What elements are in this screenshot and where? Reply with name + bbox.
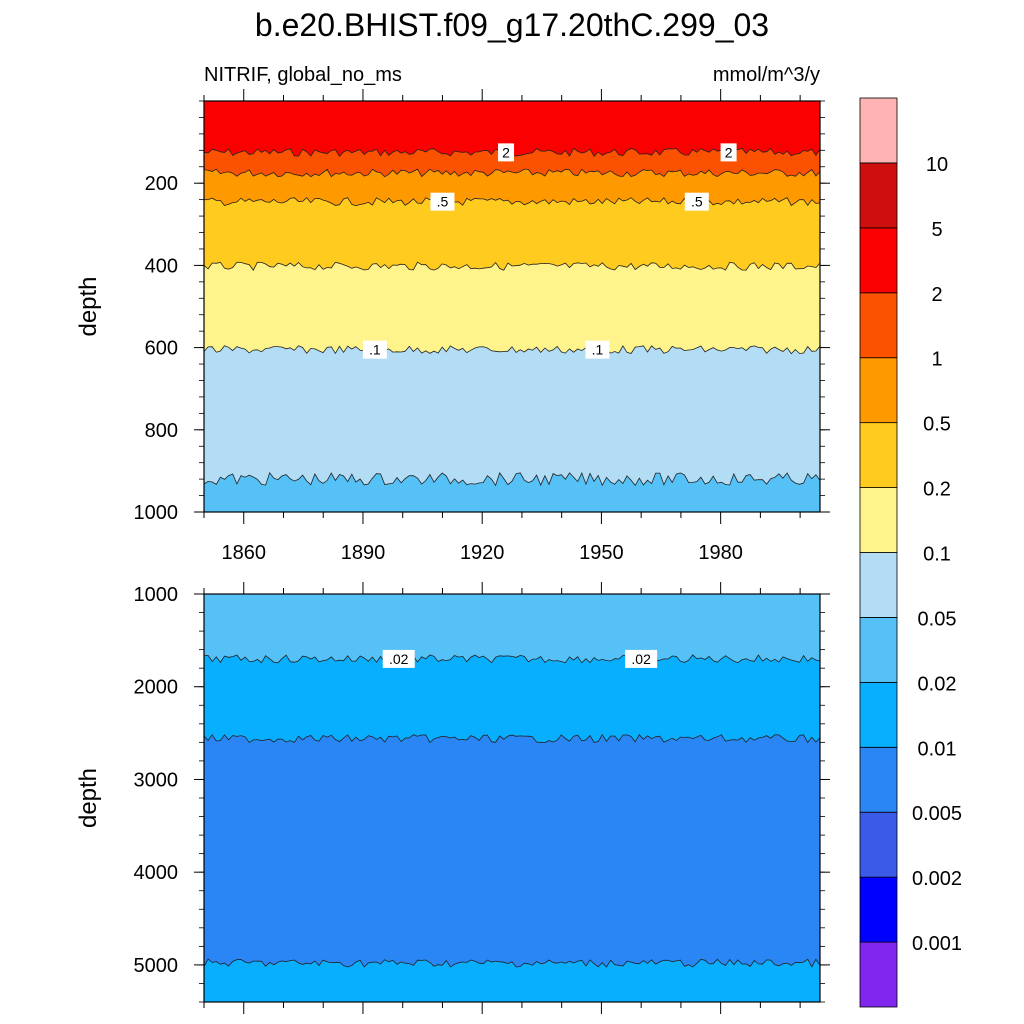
colorbar-swatch-5 [859, 617, 898, 683]
upper-plot-frame [203, 100, 821, 513]
upper-ytick-label-2: 600 [145, 338, 178, 360]
chart-title: b.e20.BHIST.f09_g17.20thC.299_03 [255, 7, 769, 43]
lower-contour-fills [204, 594, 820, 1002]
upper-xtick-label-1: 1890 [341, 542, 386, 564]
upper-band-5 [204, 472, 820, 512]
colorbar-label-12: 10 [926, 154, 948, 176]
lower-contour-label-box-0 [382, 649, 415, 668]
upper-contour-line-5 [204, 471, 820, 487]
chart-subtitle-units: mmol/m^3/y [713, 64, 820, 86]
colorbar-swatch-3 [859, 746, 898, 813]
upper-band-4 [204, 345, 820, 512]
lower-ytick-label-3: 4000 [134, 862, 179, 884]
upper-ytick-label-0: 200 [145, 173, 178, 195]
colorbar-swatch-8 [859, 422, 898, 488]
upper-y-axis-label: depth [75, 276, 102, 336]
colorbar-label-4: 0.02 [918, 673, 957, 695]
lower-band-1 [204, 734, 820, 1002]
lower-depth-panel: .02 .02 1000 2000 3000 4000 5000 depth [75, 582, 830, 1014]
colorbar-swatch-4 [859, 681, 898, 748]
upper-depth-panel: 2 2 .5 .5 .1 .1 200 400 600 800 1000 depth 1860 1890 1… [75, 89, 830, 564]
lower-ytick-label-0: 1000 [134, 584, 179, 606]
lower-ytick-label-4: 5000 [134, 955, 179, 977]
upper-contour-label-box-3 [684, 192, 709, 211]
colorbar: 0.001 0.002 0.005 0.01 0.02 0.05 0.1 0.2 0.5 1 2 5 1… [859, 97, 962, 1008]
upper-contour-label-4: .1 [369, 342, 381, 358]
lower-band-2 [204, 959, 820, 1002]
lower-contour-line-0 [204, 654, 820, 664]
upper-contour-line-1 [204, 168, 820, 178]
colorbar-swatch-11 [859, 227, 898, 294]
lower-contour-line-1 [204, 733, 820, 744]
upper-ytick-label-4: 1000 [134, 502, 179, 524]
upper-ytick-label-1: 400 [145, 255, 178, 277]
colorbar-label-7: 0.2 [923, 479, 951, 501]
upper-contour-label-0: 2 [502, 144, 510, 160]
colorbar-swatch-6 [859, 552, 898, 618]
colorbar-label-5: 0.05 [918, 608, 957, 630]
colorbar-label-8: 0.5 [923, 414, 951, 436]
upper-xtick-label-3: 1950 [579, 542, 624, 564]
lower-ytick-label-1: 2000 [134, 677, 179, 699]
upper-xtick-label-0: 1860 [221, 542, 266, 564]
upper-contour-label-5: .1 [592, 342, 604, 358]
chart-subtitle-variable: NITRIF, global_no_ms [204, 64, 402, 86]
lower-contour-label-box-1 [625, 649, 658, 668]
upper-xtick-label-4: 1980 [698, 542, 743, 564]
lower-contour-label-1: .02 [631, 651, 651, 667]
lower-ytick-label-2: 3000 [134, 769, 179, 791]
colorbar-swatch-2 [859, 811, 898, 878]
colorbar-swatch-1 [859, 876, 898, 943]
upper-contour-line-4 [204, 345, 820, 355]
upper-contour-label-2: .5 [437, 194, 449, 210]
colorbar-swatch-12 [859, 162, 898, 229]
colorbar-swatch-10 [859, 292, 898, 359]
upper-contour-line-2 [204, 197, 820, 207]
upper-contour-label-1: 2 [725, 144, 733, 160]
colorbar-swatch-9 [859, 357, 898, 424]
upper-contour-label-3: .5 [691, 194, 703, 210]
lower-contour-label-0: .02 [389, 651, 409, 667]
colorbar-label-1: 0.002 [912, 868, 962, 890]
upper-contour-label-box-5 [585, 340, 610, 359]
colorbar-label-2: 0.005 [912, 803, 962, 825]
colorbar-label-11: 5 [931, 219, 942, 241]
upper-contour-label-box-2 [430, 192, 455, 211]
colorbar-swatch-7 [859, 487, 898, 553]
upper-contour-label-box-4 [362, 340, 387, 359]
upper-contour-fills [204, 101, 820, 512]
colorbar-label-0: 0.001 [912, 933, 962, 955]
colorbar-swatch-13 [859, 97, 898, 164]
colorbar-label-10: 2 [931, 284, 942, 306]
lower-contour-line-2 [204, 958, 820, 968]
upper-contour-line-3 [204, 261, 820, 271]
colorbar-swatch-0 [859, 941, 898, 1008]
upper-ytick-label-3: 800 [145, 420, 178, 442]
colorbar-label-6: 0.1 [923, 544, 951, 566]
upper-xtick-label-2: 1920 [460, 542, 505, 564]
colorbar-label-3: 0.01 [918, 738, 957, 760]
upper-contour-label-box-0 [498, 143, 515, 162]
upper-contour-label-box-1 [720, 143, 737, 162]
colorbar-label-9: 1 [931, 349, 942, 371]
lower-y-axis-label: depth [75, 768, 102, 828]
